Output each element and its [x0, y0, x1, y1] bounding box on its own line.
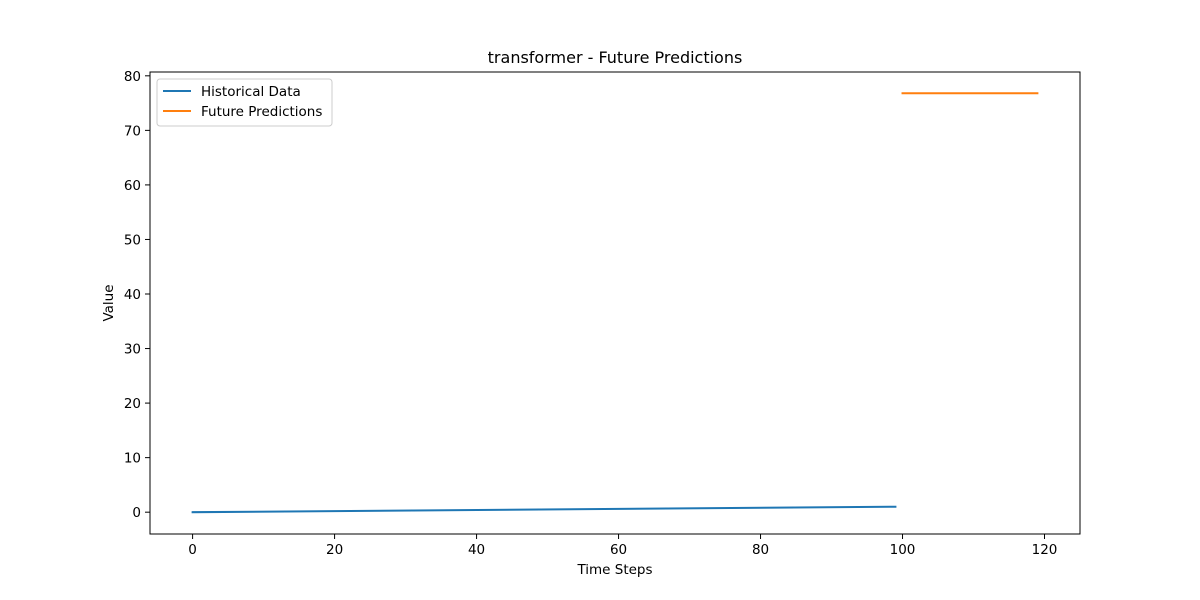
y-tick-label: 60: [124, 178, 141, 194]
legend-label-future-predictions: Future Predictions: [201, 104, 322, 120]
x-tick-label: 20: [326, 542, 343, 558]
legend: Historical Data Future Predictions: [156, 78, 333, 127]
x-tick-label: 60: [610, 542, 627, 558]
y-tick-label: 20: [124, 396, 141, 412]
chart-title: transformer - Future Predictions: [488, 48, 743, 67]
x-tick-label: 120: [1032, 542, 1058, 558]
plot-area: [150, 72, 1080, 534]
plot-frame: [149, 71, 1081, 535]
y-axis: 0 10 20 30 40 50 60 70 80: [124, 69, 150, 521]
x-axis: 0 20 40 60 80 100 120: [188, 534, 1057, 558]
x-axis-label: Time Steps: [576, 562, 652, 578]
y-tick-label: 40: [124, 287, 141, 303]
y-tick-label: 80: [124, 69, 141, 85]
x-tick-label: 40: [468, 542, 485, 558]
legend-label-historical-data: Historical Data: [201, 84, 301, 100]
x-tick-label: 100: [890, 542, 916, 558]
x-tick-label: 80: [752, 542, 769, 558]
series-layer: [191, 92, 1039, 514]
legend-box: [156, 78, 333, 127]
y-tick-label: 10: [124, 451, 141, 467]
y-axis-label: Value: [101, 284, 117, 321]
y-tick-label: 30: [124, 342, 141, 358]
series-line-historical-data: [191, 505, 897, 514]
y-tick-label: 70: [124, 123, 141, 139]
y-tick-label: 50: [124, 232, 141, 248]
y-tick-label: 0: [132, 505, 141, 521]
x-tick-label: 0: [188, 542, 197, 558]
